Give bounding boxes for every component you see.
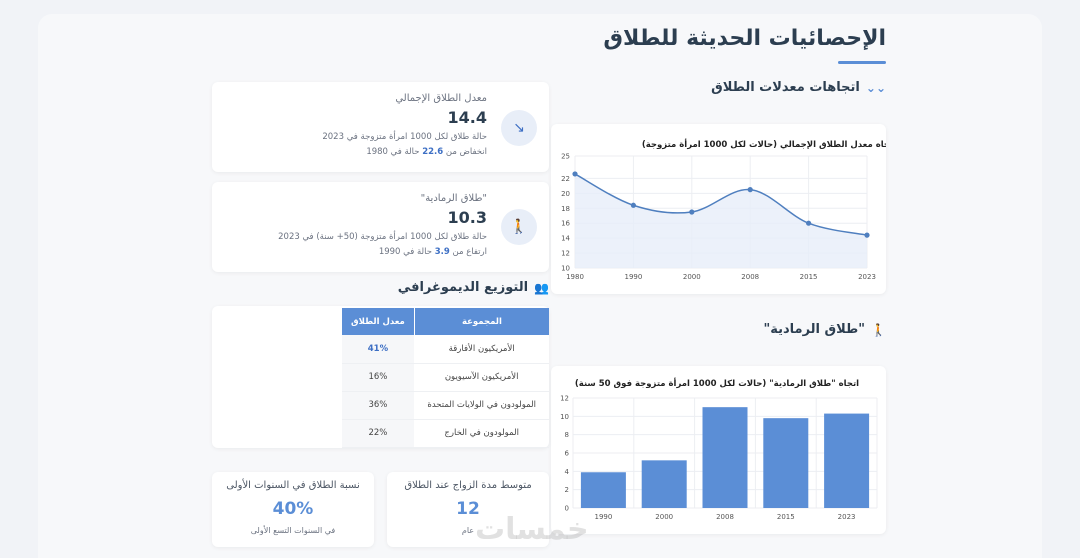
stat-card-gray: 🚶 "طلاق الرمادية" 10.3 حالة طلاق لكل 100… — [212, 182, 549, 272]
x-tick-label: 1980 — [566, 273, 584, 281]
stat-desc: حالة طلاق لكل 1000 امرأة متزوجة (50+ سنة… — [278, 232, 487, 242]
y-tick-label: 2 — [565, 486, 569, 494]
y-tick-label: 4 — [565, 468, 570, 476]
bar-chart: اتجاه "طلاق الرمادية" (حالات لكل 1000 ام… — [560, 377, 878, 521]
demographic-table: المجموعة معدل الطلاق الأمريكيون الأفارقة… — [341, 308, 549, 448]
y-tick-label: 10 — [560, 413, 569, 421]
mini-sub: عام — [461, 526, 475, 535]
line-chart-area — [575, 173, 867, 268]
x-tick-label: 1990 — [594, 513, 612, 521]
y-tick-label: 22 — [561, 175, 570, 183]
line-chart-point — [572, 171, 578, 177]
mini-sub: في السنوات التسع الأولى — [250, 526, 336, 535]
y-tick-label: 16 — [561, 220, 570, 228]
stat-label: معدل الطلاق الإجمالي — [395, 93, 487, 104]
table-cell-group: المولودون في الخارج — [414, 419, 549, 448]
mini-card-early: نسبة الطلاق في السنوات الأولى 40% في الس… — [212, 472, 374, 547]
bar — [580, 472, 626, 508]
mini-card-duration: متوسط مدة الزواج عند الطلاق 12 عام — [387, 472, 549, 547]
line-chart-point — [689, 209, 695, 215]
y-tick-label: 12 — [560, 395, 569, 403]
line-chart-point — [747, 187, 753, 193]
y-tick-label: 6 — [565, 450, 570, 458]
table-header-rate: معدل الطلاق — [341, 308, 415, 335]
table-row: الأمريكيون الأفارقة 41% — [341, 335, 549, 364]
line-chart: اتجاه معدل الطلاق الإجمالي (حالات لكل 10… — [561, 138, 896, 281]
x-tick-label: 2008 — [741, 273, 759, 281]
y-tick-label: 0 — [565, 505, 569, 513]
bar-chart-card: اتجاه "طلاق الرمادية" (حالات لكل 1000 ام… — [551, 366, 886, 534]
line-chart-card: اتجاه معدل الطلاق الإجمالي (حالات لكل 10… — [551, 124, 896, 294]
table-row: الأمريكيون الآسيويون 16% — [341, 363, 549, 392]
mini-label: متوسط مدة الزواج عند الطلاق — [404, 480, 532, 491]
line-chart-point — [864, 232, 870, 238]
x-tick-label: 1990 — [624, 273, 642, 281]
y-tick-label: 14 — [561, 235, 570, 243]
stat-change: ارتفاع من 3.9 حالة في 1990 — [378, 247, 487, 257]
section-gray-label: "طلاق الرمادية" — [763, 322, 866, 337]
x-tick-label: 2023 — [838, 513, 856, 521]
y-tick-label: 10 — [561, 265, 570, 273]
elderly-walk-icon: 🚶 — [871, 322, 886, 337]
x-tick-label: 2000 — [683, 273, 701, 281]
elderly-icon: 🚶 — [501, 209, 537, 245]
section-trends-label: اتجاهات معدلات الطلاق — [711, 80, 860, 95]
bar — [702, 407, 748, 508]
y-tick-label: 12 — [561, 250, 570, 258]
section-demo-heading: 👥 التوزيع الديموغرافي — [398, 280, 549, 295]
section-demo-label: التوزيع الديموغرافي — [397, 280, 529, 295]
watermark-logo: خمسات — [475, 512, 589, 547]
x-tick-label: 2023 — [858, 273, 876, 281]
table-header-row: المجموعة معدل الطلاق — [341, 308, 549, 335]
table-cell-rate: 16% — [341, 363, 415, 392]
section-gray-heading: 🚶 "طلاق الرمادية" — [763, 322, 886, 337]
x-tick-label: 2015 — [777, 513, 795, 521]
table-cell-rate: 41% — [341, 335, 415, 364]
section-trends-heading: ⌄⌄ اتجاهات معدلات الطلاق — [711, 80, 886, 95]
stat-change: انخفاض من 22.6 حالة في 1980 — [366, 147, 487, 157]
stat-value: 14.4 — [447, 108, 487, 127]
mini-value: 40% — [272, 499, 314, 519]
users-icon: 👥 — [534, 280, 549, 295]
stat-card-overall: ↘ معدل الطلاق الإجمالي 14.4 حالة طلاق لك… — [212, 82, 549, 172]
y-tick-label: 8 — [565, 431, 569, 439]
table-cell-group: المولودون في الولايات المتحدة — [414, 391, 549, 420]
table-cell-group: الأمريكيون الآسيويون — [414, 363, 549, 392]
bar-chart-title: اتجاه "طلاق الرمادية" (حالات لكل 1000 ام… — [575, 377, 859, 389]
demographic-card: المجموعة معدل الطلاق الأمريكيون الأفارقة… — [212, 306, 549, 448]
y-tick-label: 20 — [561, 190, 570, 198]
table-row: المولودون في الخارج 22% — [341, 419, 549, 448]
stat-value: 10.3 — [447, 208, 487, 227]
table-row: المولودون في الولايات المتحدة 36% — [341, 391, 549, 420]
x-tick-label: 2008 — [716, 513, 734, 521]
x-tick-label: 2000 — [655, 513, 673, 521]
trend-down-icon: ↘ — [501, 110, 537, 146]
y-tick-label: 25 — [561, 153, 570, 161]
mini-label: نسبة الطلاق في السنوات الأولى — [226, 480, 360, 491]
table-header-group: المجموعة — [413, 308, 549, 335]
stat-label: "طلاق الرمادية" — [420, 193, 487, 204]
x-tick-label: 2015 — [800, 273, 818, 281]
bar — [763, 418, 809, 508]
table-cell-rate: 36% — [341, 391, 415, 420]
page-title: الإحصائيات الحديثة للطلاق — [603, 26, 886, 51]
line-chart-title: اتجاه معدل الطلاق الإجمالي (حالات لكل 10… — [642, 138, 886, 150]
line-chart-point — [806, 220, 812, 226]
title-underline — [838, 61, 886, 64]
bar — [824, 413, 870, 508]
y-tick-label: 18 — [561, 205, 570, 213]
table-cell-rate: 22% — [341, 419, 415, 448]
bar — [641, 460, 687, 508]
chart-trend-icon: ⌄⌄ — [865, 80, 886, 95]
stat-desc: حالة طلاق لكل 1000 امرأة متزوجة في 2023 — [322, 132, 487, 142]
mini-value: 12 — [456, 499, 480, 519]
line-chart-point — [630, 202, 636, 208]
table-cell-group: الأمريكيون الأفارقة — [414, 335, 549, 364]
